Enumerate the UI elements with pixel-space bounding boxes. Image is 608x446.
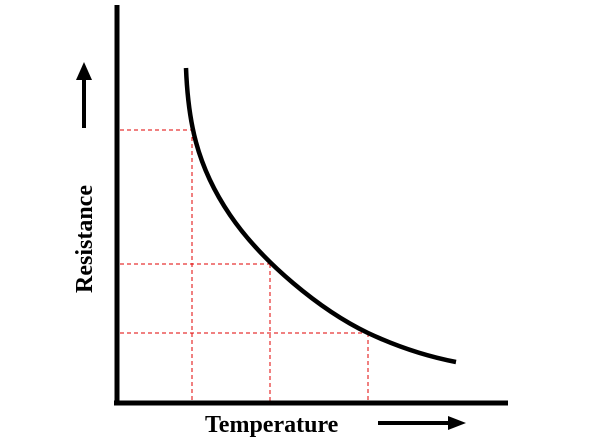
reference-lines [120, 129, 369, 401]
x-axis-label: Temperature [205, 412, 339, 438]
resistance-curve [183, 67, 457, 365]
arrow-up-icon [76, 62, 92, 128]
arrow-right-icon [378, 416, 466, 430]
y-axis-label: Resistance [72, 185, 98, 293]
